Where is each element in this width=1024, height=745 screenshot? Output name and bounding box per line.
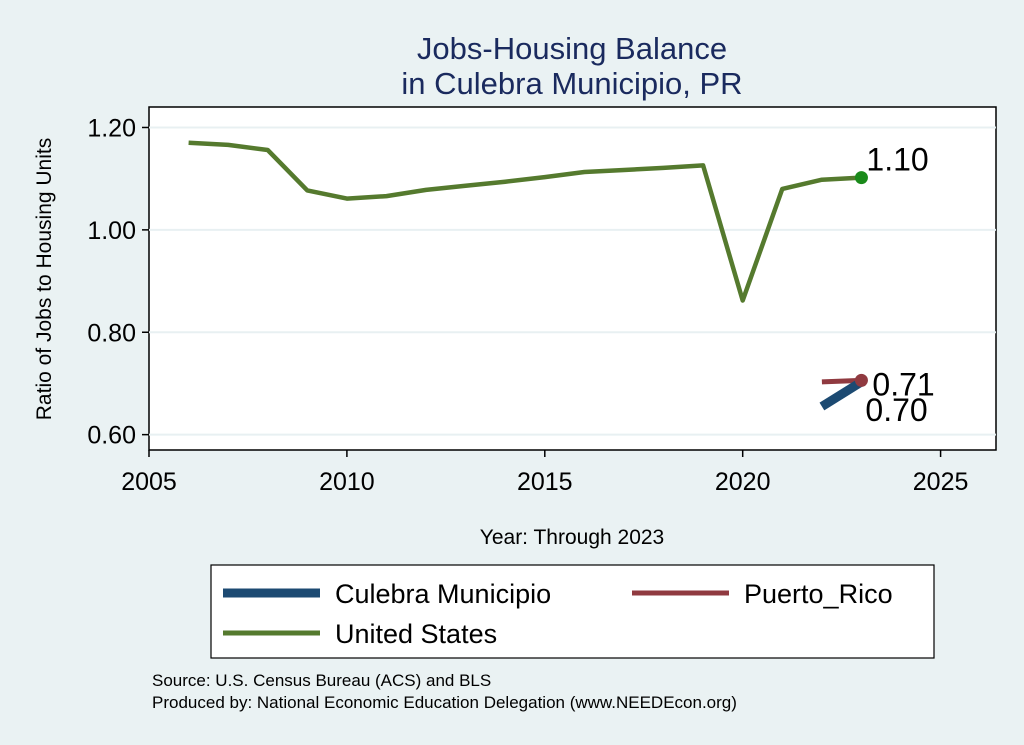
axes: 0.60 0.80 1.00 1.20 2005 2010 2015 2020 2025 <box>87 114 968 496</box>
series-line-united-states <box>188 140 862 303</box>
x-tick-label: 2020 <box>715 468 771 496</box>
data-label-culebra: 0.70 <box>865 392 927 428</box>
chart-title-line-2: in Culebra Municipio, PR <box>401 66 742 101</box>
legend-box <box>210 564 935 659</box>
y-axis-title: Ratio of Jobs to Housing Units <box>33 138 56 420</box>
y-tick-label: 0.80 <box>87 319 136 347</box>
end-marker-puerto-rico <box>854 373 868 387</box>
data-label-united-states: 1.10 <box>866 142 928 178</box>
series-line-puerto-rico <box>821 377 862 385</box>
legend-label-puerto-rico: Puerto_Rico <box>744 579 893 609</box>
x-tick-label: 2015 <box>517 468 573 496</box>
end-marker-united-states <box>854 171 868 185</box>
y-tick-label: 0.60 <box>87 422 136 450</box>
x-tick-label: 2025 <box>913 468 969 496</box>
data-labels: 1.10 0.710.70 <box>865 142 934 428</box>
y-tick-label: 1.00 <box>87 217 136 245</box>
x-tick-label: 2010 <box>319 468 375 496</box>
y-tick-label: 1.20 <box>87 114 136 142</box>
x-tick-label: 2005 <box>121 468 177 496</box>
x-axis-title: Year: Through 2023 <box>480 526 665 549</box>
data-label-puerto-rico: 0.71 <box>872 366 934 402</box>
source-note: Source: U.S. Census Bureau (ACS) and BLS <box>152 671 491 690</box>
series-lines <box>188 140 868 411</box>
series-line-culebra <box>819 378 864 411</box>
chart-title-line-1: Jobs-Housing Balance <box>417 31 727 66</box>
legend: Culebra Municipio Puerto_Rico United Sta… <box>210 564 935 659</box>
grid-lines <box>149 126 996 436</box>
produced-by-note: Produced by: National Economic Education… <box>152 693 737 712</box>
legend-label-united-states: United States <box>335 619 497 649</box>
plot-area <box>148 106 997 451</box>
legend-label-culebra: Culebra Municipio <box>335 579 551 609</box>
